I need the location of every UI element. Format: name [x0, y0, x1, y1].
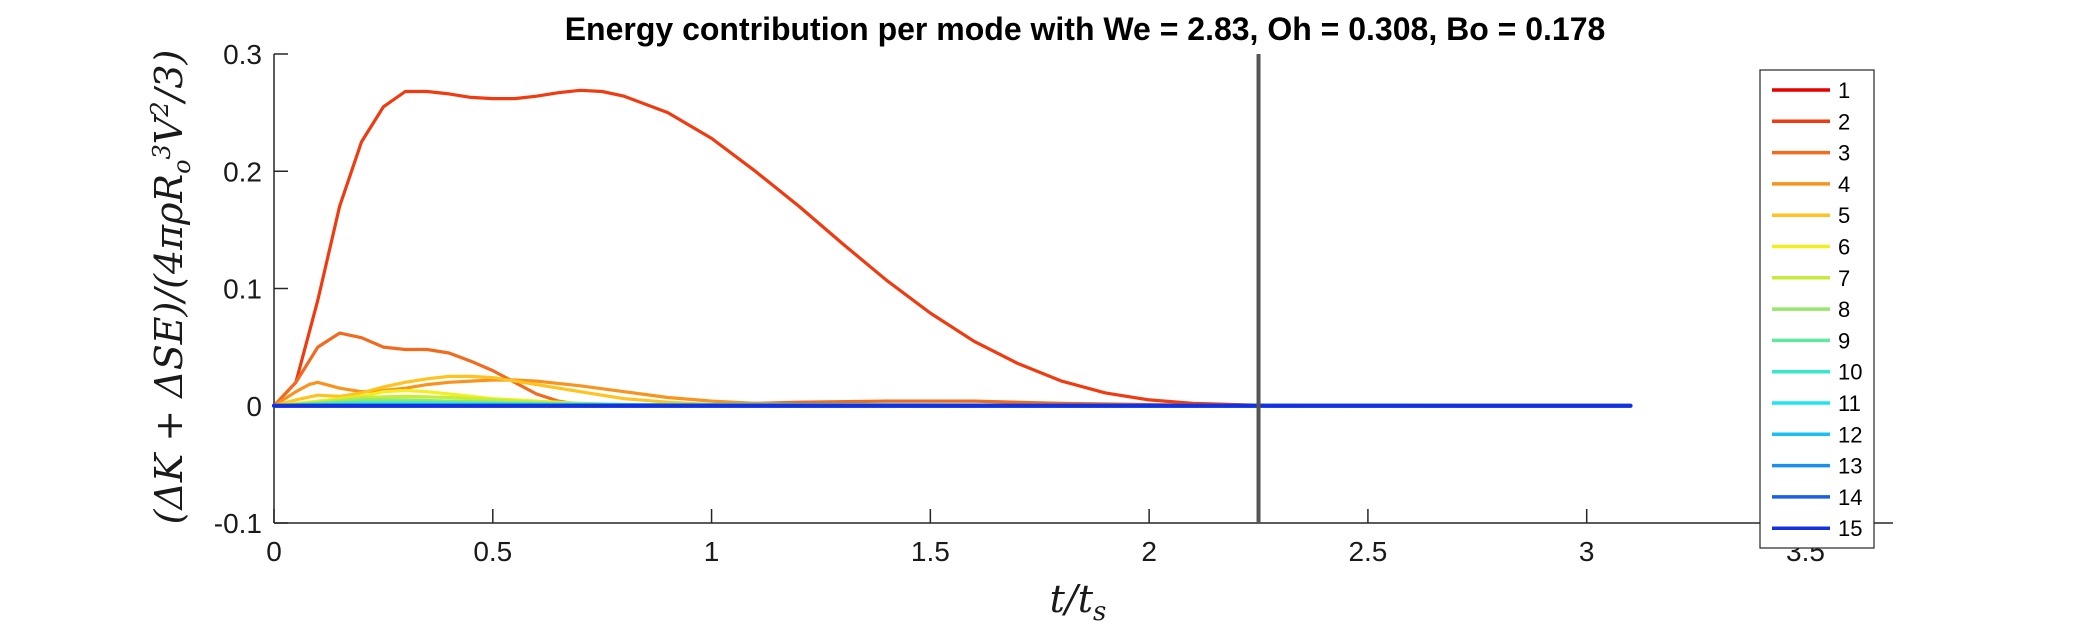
legend-label-9: 9 — [1838, 328, 1850, 353]
legend-label-12: 12 — [1838, 422, 1862, 447]
x-axis-label-text: t/t — [1050, 577, 1094, 621]
legend-label-15: 15 — [1838, 516, 1862, 541]
legend-label-2: 2 — [1838, 109, 1850, 134]
x-axis-label: t/ts — [1050, 577, 1107, 625]
y-tick-label: 0.3 — [223, 39, 262, 70]
x-tick-label: 0.5 — [473, 536, 512, 567]
series-line-5 — [272, 374, 1633, 408]
x-tick-label: 1.5 — [911, 536, 950, 567]
y-axis-label: (ΔK + ΔSE)/(4πρRo3V2/3) — [146, 50, 196, 525]
legend-label-1: 1 — [1838, 78, 1850, 103]
series-line-4 — [272, 378, 1633, 408]
x-ticks: 0 0.5 1 1.5 2 2.5 3 3.5 — [266, 509, 1825, 567]
series-line-2 — [272, 88, 1633, 408]
x-tick-label: 3 — [1579, 536, 1595, 567]
plot-area: 0 0.5 1 1.5 2 2.5 3 3.5 -0.100.10.20.3 — [214, 39, 1893, 567]
legend-label-13: 13 — [1838, 454, 1862, 479]
legend-label-3: 3 — [1838, 141, 1850, 166]
y-tick-label: 0.1 — [223, 274, 262, 305]
legend-label-14: 14 — [1838, 485, 1862, 510]
x-tick-label: 2 — [1141, 536, 1157, 567]
series-lines — [272, 88, 1633, 408]
chart-title: Energy contribution per mode with We = 2… — [565, 11, 1606, 47]
y-tick-label: 0.2 — [223, 156, 262, 187]
legend-label-8: 8 — [1838, 297, 1850, 322]
x-tick-label: 0 — [266, 536, 282, 567]
series-line-3 — [272, 331, 1633, 408]
x-tick-label: 1 — [704, 536, 720, 567]
legend-label-4: 4 — [1838, 172, 1850, 197]
legend-label-6: 6 — [1838, 235, 1850, 260]
legend-label-11: 11 — [1838, 391, 1861, 416]
y-tick-label: 0 — [246, 391, 262, 422]
y-ticks: -0.1 0 0.1 0.2 0.3 — [214, 39, 288, 539]
y-tick-label: -0.1 — [214, 508, 262, 539]
legend-label-5: 5 — [1838, 203, 1850, 228]
legend-label-7: 7 — [1838, 266, 1850, 291]
x-tick-label: 2.5 — [1348, 536, 1387, 567]
x-axis-label-sub: s — [1093, 597, 1106, 625]
legend-label-10: 10 — [1838, 360, 1862, 385]
